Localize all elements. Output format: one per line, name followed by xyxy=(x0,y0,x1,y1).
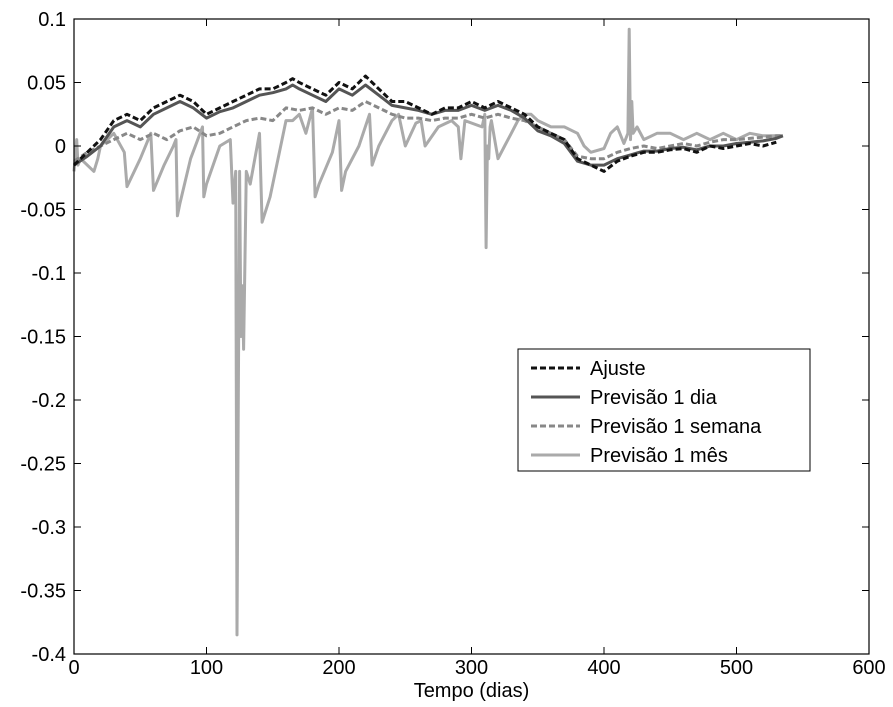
y-tick-label: -0.3 xyxy=(32,517,66,539)
y-tick-label: -0.4 xyxy=(32,644,66,666)
legend-box xyxy=(517,348,811,472)
x-tick-label: 600 xyxy=(852,657,885,679)
legend-label: Ajuste xyxy=(590,358,646,380)
y-tick-label: 0.05 xyxy=(27,73,66,95)
x-tick-label: 0 xyxy=(68,657,79,679)
x-tick-label: 400 xyxy=(587,657,620,679)
legend-label: Previsão 1 mês xyxy=(590,445,728,467)
y-tick-label: -0.15 xyxy=(20,327,66,349)
x-axis-title: Tempo (dias) xyxy=(414,680,530,702)
x-tick-label: 300 xyxy=(455,657,488,679)
y-tick-label: -0.25 xyxy=(20,454,66,476)
x-tick-label: 200 xyxy=(322,657,355,679)
y-tick-label: 0.1 xyxy=(38,9,66,31)
series-line-1 xyxy=(72,74,777,173)
x-tick-label: 500 xyxy=(720,657,753,679)
ticks-layer: 0 100 200 300 400 500 600 0.1 0.05 0 -0.05 -0.1 -0.1… xyxy=(20,9,885,679)
y-tick-label: -0.35 xyxy=(20,581,66,603)
series-layer xyxy=(72,27,784,637)
legend-label: Previsão 1 semana xyxy=(590,416,762,438)
legend: Ajuste Previsão 1 dia Previsão 1 semana Pre… xyxy=(517,348,811,472)
y-tick-label: -0.2 xyxy=(32,390,66,412)
x-tick-label: 100 xyxy=(190,657,223,679)
y-tick-label: -0.1 xyxy=(32,263,66,285)
series-line-3 xyxy=(73,100,783,163)
y-tick-label: -0.05 xyxy=(20,200,66,222)
legend-label: Previsão 1 dia xyxy=(590,387,718,409)
series-line-4 xyxy=(72,27,783,637)
y-tick-label: 0 xyxy=(55,136,66,158)
